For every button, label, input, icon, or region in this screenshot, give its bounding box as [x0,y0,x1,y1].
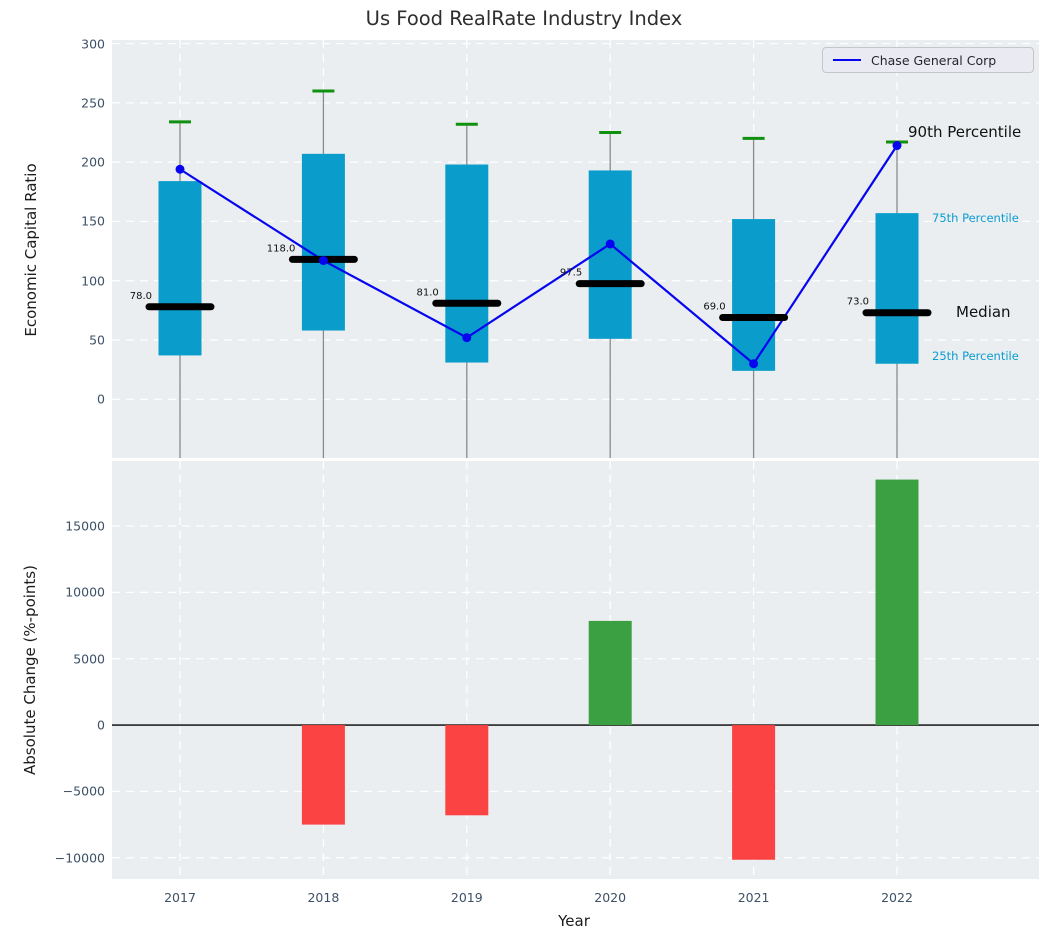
median-value-label-2022: 73.0 [847,297,869,308]
chase-point-2021 [749,359,759,369]
top-ytick-label-300: 300 [81,36,105,52]
annotation-25th-percentile: 25th Percentile [932,349,1019,363]
top-ytick-label-200: 200 [81,154,105,170]
annotation-median: Median [956,303,1011,321]
chase-point-2019 [462,333,472,343]
annotation-90th-percentile: 90th Percentile [908,123,1022,141]
top-panel: 78.0 118.0 81.0 97.5 69.0 73.0 [112,40,1039,458]
bottom-panel [112,461,1039,879]
chase-point-2022 [892,141,902,151]
box-2018 [301,153,345,331]
x-axis-label: Year [558,912,590,930]
xtick-label-2017: 2017 [164,890,196,905]
top-ytick-label-100: 100 [81,273,105,289]
bottom-ytick-label-0: 0 [97,717,105,733]
xtick-label-2018: 2018 [307,890,340,905]
median-value-label-2020: 97.5 [560,268,582,279]
box-2019 [445,164,489,363]
chase-line [179,144,898,366]
chase-point-2018 [318,256,328,266]
bottom-ytick-label-15000: 15000 [65,518,105,534]
legend-line-sample [833,59,861,61]
bottom-ytick-label--10000: −10000 [54,850,105,866]
chase-point-2020 [605,239,615,249]
top-ytick-label-0: 0 [97,391,105,407]
box-2021 [732,219,776,371]
median-value-label-2018: 118.0 [267,243,296,254]
top-ytick-label-250: 250 [81,95,105,111]
bar-2018 [301,725,345,825]
bar-2019 [445,725,489,816]
box-2022 [875,213,919,364]
median-value-label-2017: 78.0 [130,291,152,302]
bar-2021 [732,725,776,860]
bottom-ytick-label-5000: 5000 [73,651,105,667]
box-2017 [158,181,202,356]
legend: Chase General Corp [822,47,1034,73]
xtick-label-2020: 2020 [594,890,627,905]
top-ytick-label-50: 50 [89,332,105,348]
bar-2020 [588,620,632,726]
top-ytick-label-150: 150 [81,213,105,229]
chart-title: Us Food RealRate Industry Index [365,7,683,30]
bottom-ytick-label-10000: 10000 [65,584,105,600]
bottom-y-axis-label: Absolute Change (%-points) [21,565,39,775]
median-value-label-2021: 69.0 [703,301,725,312]
xtick-label-2019: 2019 [450,890,483,905]
bottom-ytick-label--5000: −5000 [62,783,105,799]
chase-point-2017 [175,164,185,174]
legend-label: Chase General Corp [871,52,997,68]
bar-2022 [875,479,919,726]
xtick-label-2022: 2022 [881,890,913,905]
median-value-label-2019: 81.0 [417,287,439,298]
top-y-axis-label: Economic Capital Ratio [22,163,40,337]
annotation-75th-percentile: 75th Percentile [932,211,1019,225]
xtick-label-2021: 2021 [737,890,770,905]
